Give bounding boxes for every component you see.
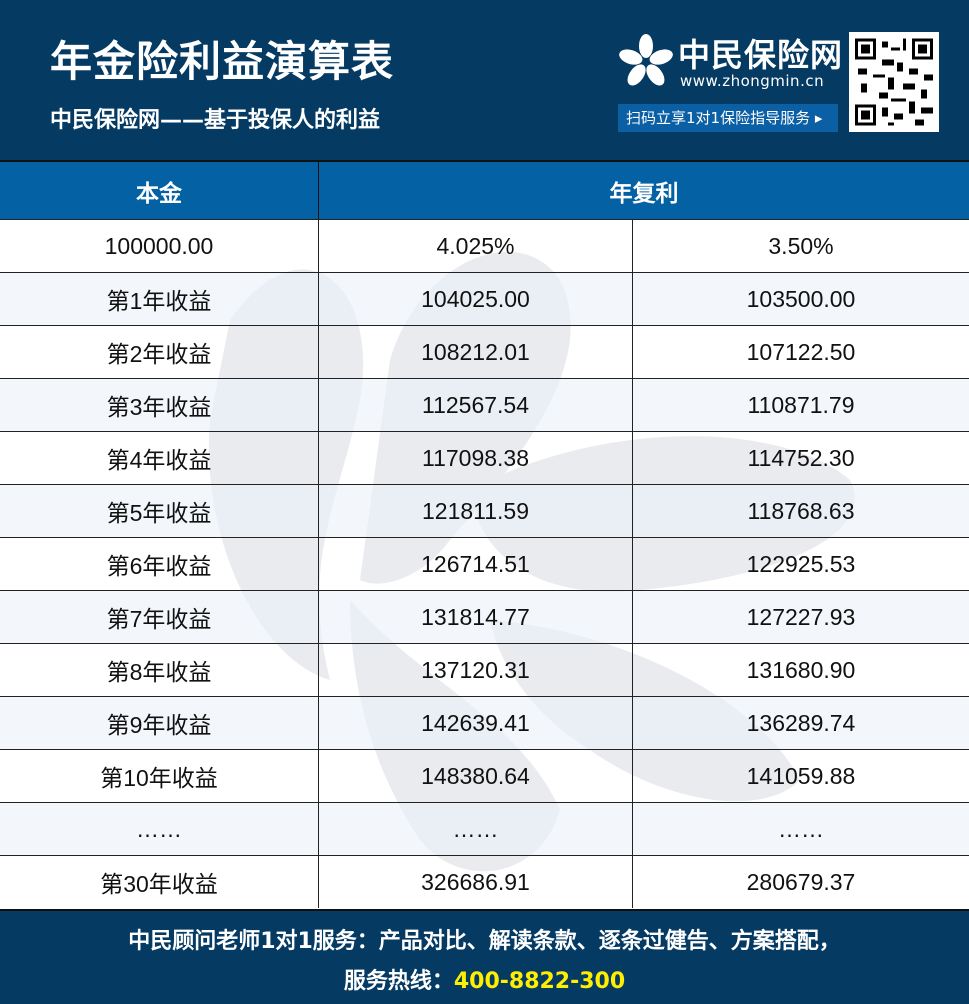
logo-name: 中民保险网 — [678, 36, 844, 74]
row-label-cell: 第9年收益 — [106, 712, 212, 738]
rate-4025-cell: 121811.59 — [318, 485, 632, 537]
header-principal: 本金 — [136, 180, 182, 207]
rate-350-cell: 107122.50 — [632, 326, 969, 378]
rate-350-cell: 118768.63 — [632, 485, 969, 537]
rate-350-cell: …… — [632, 803, 969, 855]
rate-4025-cell: 4.025% — [318, 220, 632, 272]
rate-350-cell: 122925.53 — [632, 538, 969, 590]
rate-4025-cell: 131814.77 — [318, 591, 632, 643]
rate-350-cell: 127227.93 — [632, 591, 969, 643]
row-label-cell: 第7年收益 — [106, 606, 212, 632]
table-row: 第7年收益 131814.77 127227.93 — [0, 590, 969, 643]
row-label-cell: 第3年收益 — [106, 394, 212, 420]
row-label-cell: 第2年收益 — [106, 341, 212, 367]
table-row: 第10年收益 148380.64 141059.88 — [0, 749, 969, 802]
row-label-cell: 第10年收益 — [100, 765, 218, 791]
rate-350-cell: 3.50% — [632, 220, 969, 272]
rate-4025-cell: 126714.51 — [318, 538, 632, 590]
table-row: 第6年收益 126714.51 122925.53 — [0, 537, 969, 590]
header-compound-interest: 年复利 — [318, 162, 969, 219]
footer-service-text: 中民顾问老师1对1服务：产品对比、解读条款、逐条过健告、方案搭配， — [128, 929, 841, 954]
footer-banner: 中民顾问老师1对1服务：产品对比、解读条款、逐条过健告、方案搭配， 服务热线：4… — [0, 909, 969, 1004]
row-label-cell: 100000.00 — [104, 232, 214, 259]
table-header-row: 本金 年复利 — [0, 160, 969, 219]
table-row: 第30年收益 326686.91 280679.37 — [0, 855, 969, 908]
rate-4025-cell: 142639.41 — [318, 697, 632, 749]
page-subtitle: 中民保险网——基于投保人的利益 — [50, 108, 381, 133]
row-label-cell: 第4年收益 — [106, 447, 212, 473]
rate-4025-cell: 104025.00 — [318, 273, 632, 325]
rate-350-cell: 114752.30 — [632, 432, 969, 484]
rate-350-cell: 131680.90 — [632, 644, 969, 696]
rate-350-cell: 103500.00 — [632, 273, 969, 325]
rate-350-cell: 280679.37 — [632, 856, 969, 908]
scan-service-button[interactable]: 扫码立享1对1保险指导服务 ▸ — [618, 104, 838, 132]
rate-350-cell: 141059.88 — [632, 750, 969, 802]
rate-350-cell: 110871.79 — [632, 379, 969, 431]
hotline-number[interactable]: 400-8822-300 — [453, 969, 626, 994]
header-banner: 年金险利益演算表 中民保险网——基于投保人的利益 中民保险网 www.zhong… — [0, 0, 969, 160]
flower-logo-icon — [619, 34, 673, 86]
footer-hotline: 服务热线：400-8822-300 — [0, 963, 969, 995]
rate-4025-cell: 108212.01 — [318, 326, 632, 378]
rate-350-cell: 136289.74 — [632, 697, 969, 749]
logo-url: www.zhongmin.cn — [680, 72, 825, 90]
hotline-label: 服务热线： — [343, 969, 454, 994]
rate-4025-cell: 137120.31 — [318, 644, 632, 696]
row-label-cell: 第30年收益 — [100, 871, 218, 897]
row-label-cell: …… — [136, 815, 182, 842]
rate-4025-cell: 148380.64 — [318, 750, 632, 802]
page-title: 年金险利益演算表 — [50, 37, 395, 86]
table-row: 100000.00 4.025% 3.50% — [0, 219, 969, 272]
table-row: 第8年收益 137120.31 131680.90 — [0, 643, 969, 696]
qr-code-icon[interactable] — [849, 32, 939, 132]
rate-4025-cell: 117098.38 — [318, 432, 632, 484]
table-row: 第3年收益 112567.54 110871.79 — [0, 378, 969, 431]
table-row: 第4年收益 117098.38 114752.30 — [0, 431, 969, 484]
table-row: 第2年收益 108212.01 107122.50 — [0, 325, 969, 378]
table-row: ……………… — [0, 802, 969, 855]
rate-4025-cell: 326686.91 — [318, 856, 632, 908]
table-row: 第1年收益 104025.00 103500.00 — [0, 272, 969, 325]
table-row: 第9年收益 142639.41 136289.74 — [0, 696, 969, 749]
row-label-cell: 第6年收益 — [106, 553, 212, 579]
row-label-cell: 第5年收益 — [106, 500, 212, 526]
row-label-cell: 第1年收益 — [106, 288, 212, 314]
row-label-cell: 第8年收益 — [106, 659, 212, 685]
rate-4025-cell: 112567.54 — [318, 379, 632, 431]
table-row: 第5年收益 121811.59 118768.63 — [0, 484, 969, 537]
rate-4025-cell: …… — [318, 803, 632, 855]
